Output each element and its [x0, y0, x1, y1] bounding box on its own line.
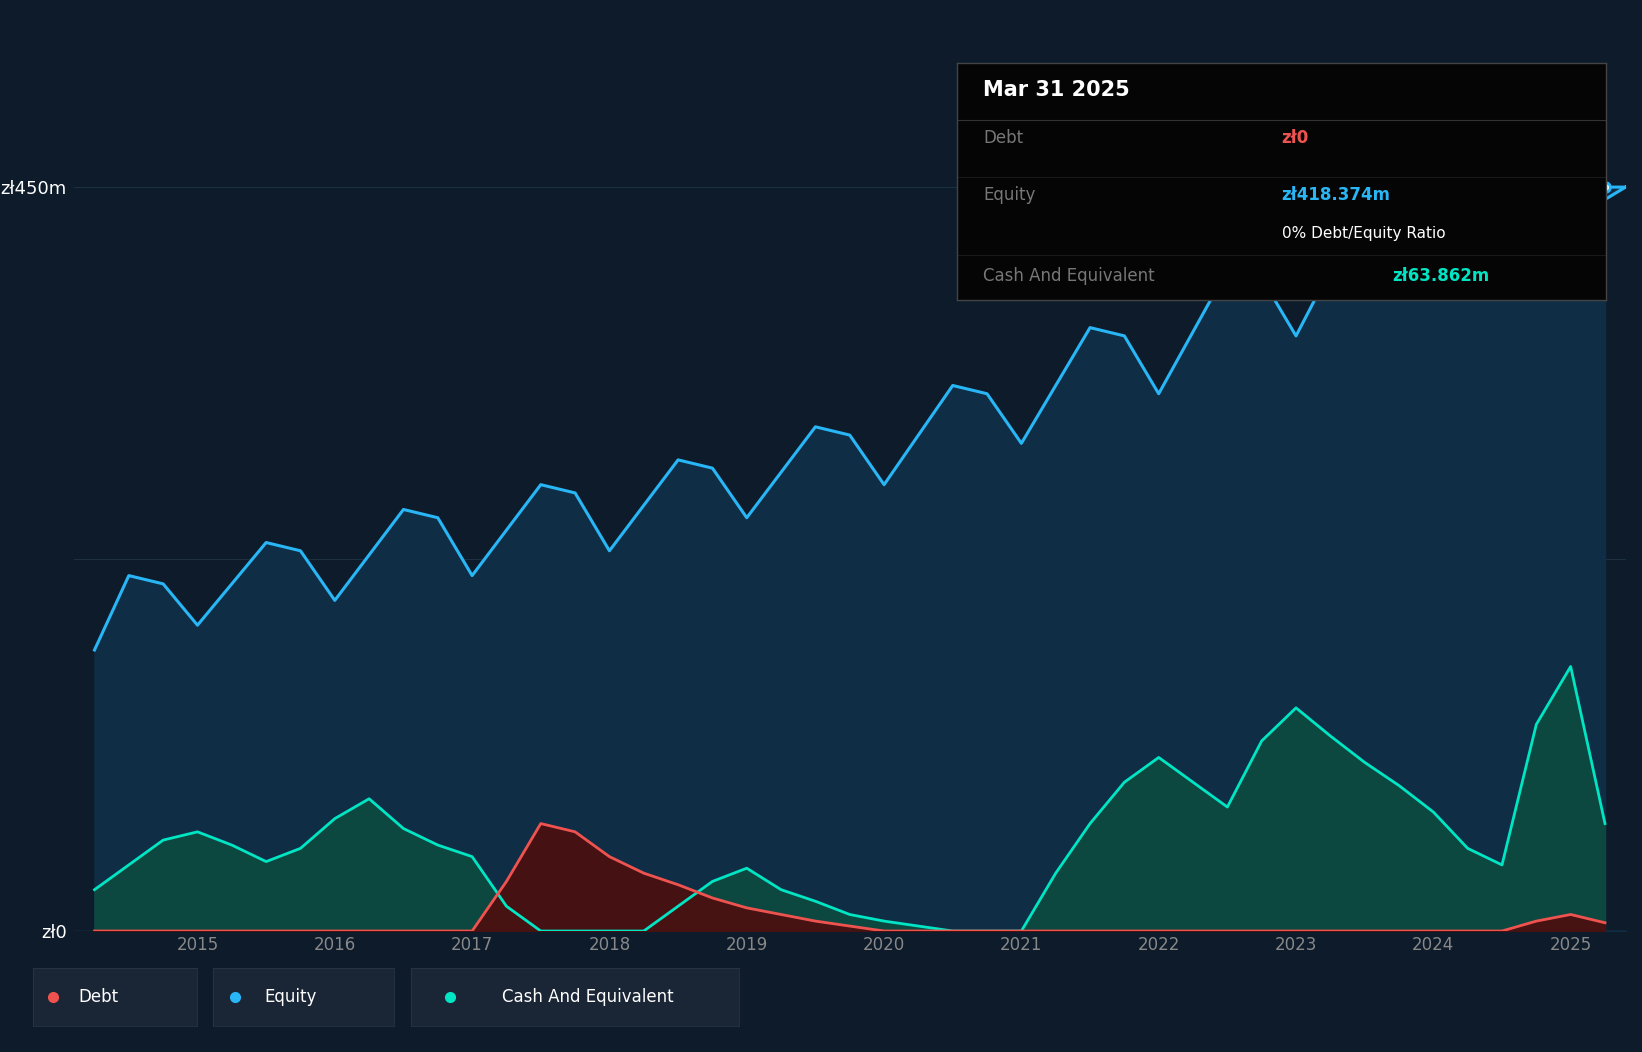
Text: Debt: Debt — [984, 129, 1023, 147]
Text: Cash And Equivalent: Cash And Equivalent — [984, 267, 1154, 285]
Text: 0% Debt/Equity Ratio: 0% Debt/Equity Ratio — [1282, 226, 1445, 242]
Text: Cash And Equivalent: Cash And Equivalent — [502, 988, 675, 1006]
Text: Mar 31 2025: Mar 31 2025 — [984, 80, 1130, 100]
Text: zł418.374m: zł418.374m — [1282, 186, 1391, 204]
Text: Equity: Equity — [264, 988, 317, 1006]
Text: zł0: zł0 — [1282, 129, 1309, 147]
Text: Debt: Debt — [79, 988, 118, 1006]
Text: Equity: Equity — [984, 186, 1036, 204]
Text: zł63.862m: zł63.862m — [1392, 267, 1489, 285]
